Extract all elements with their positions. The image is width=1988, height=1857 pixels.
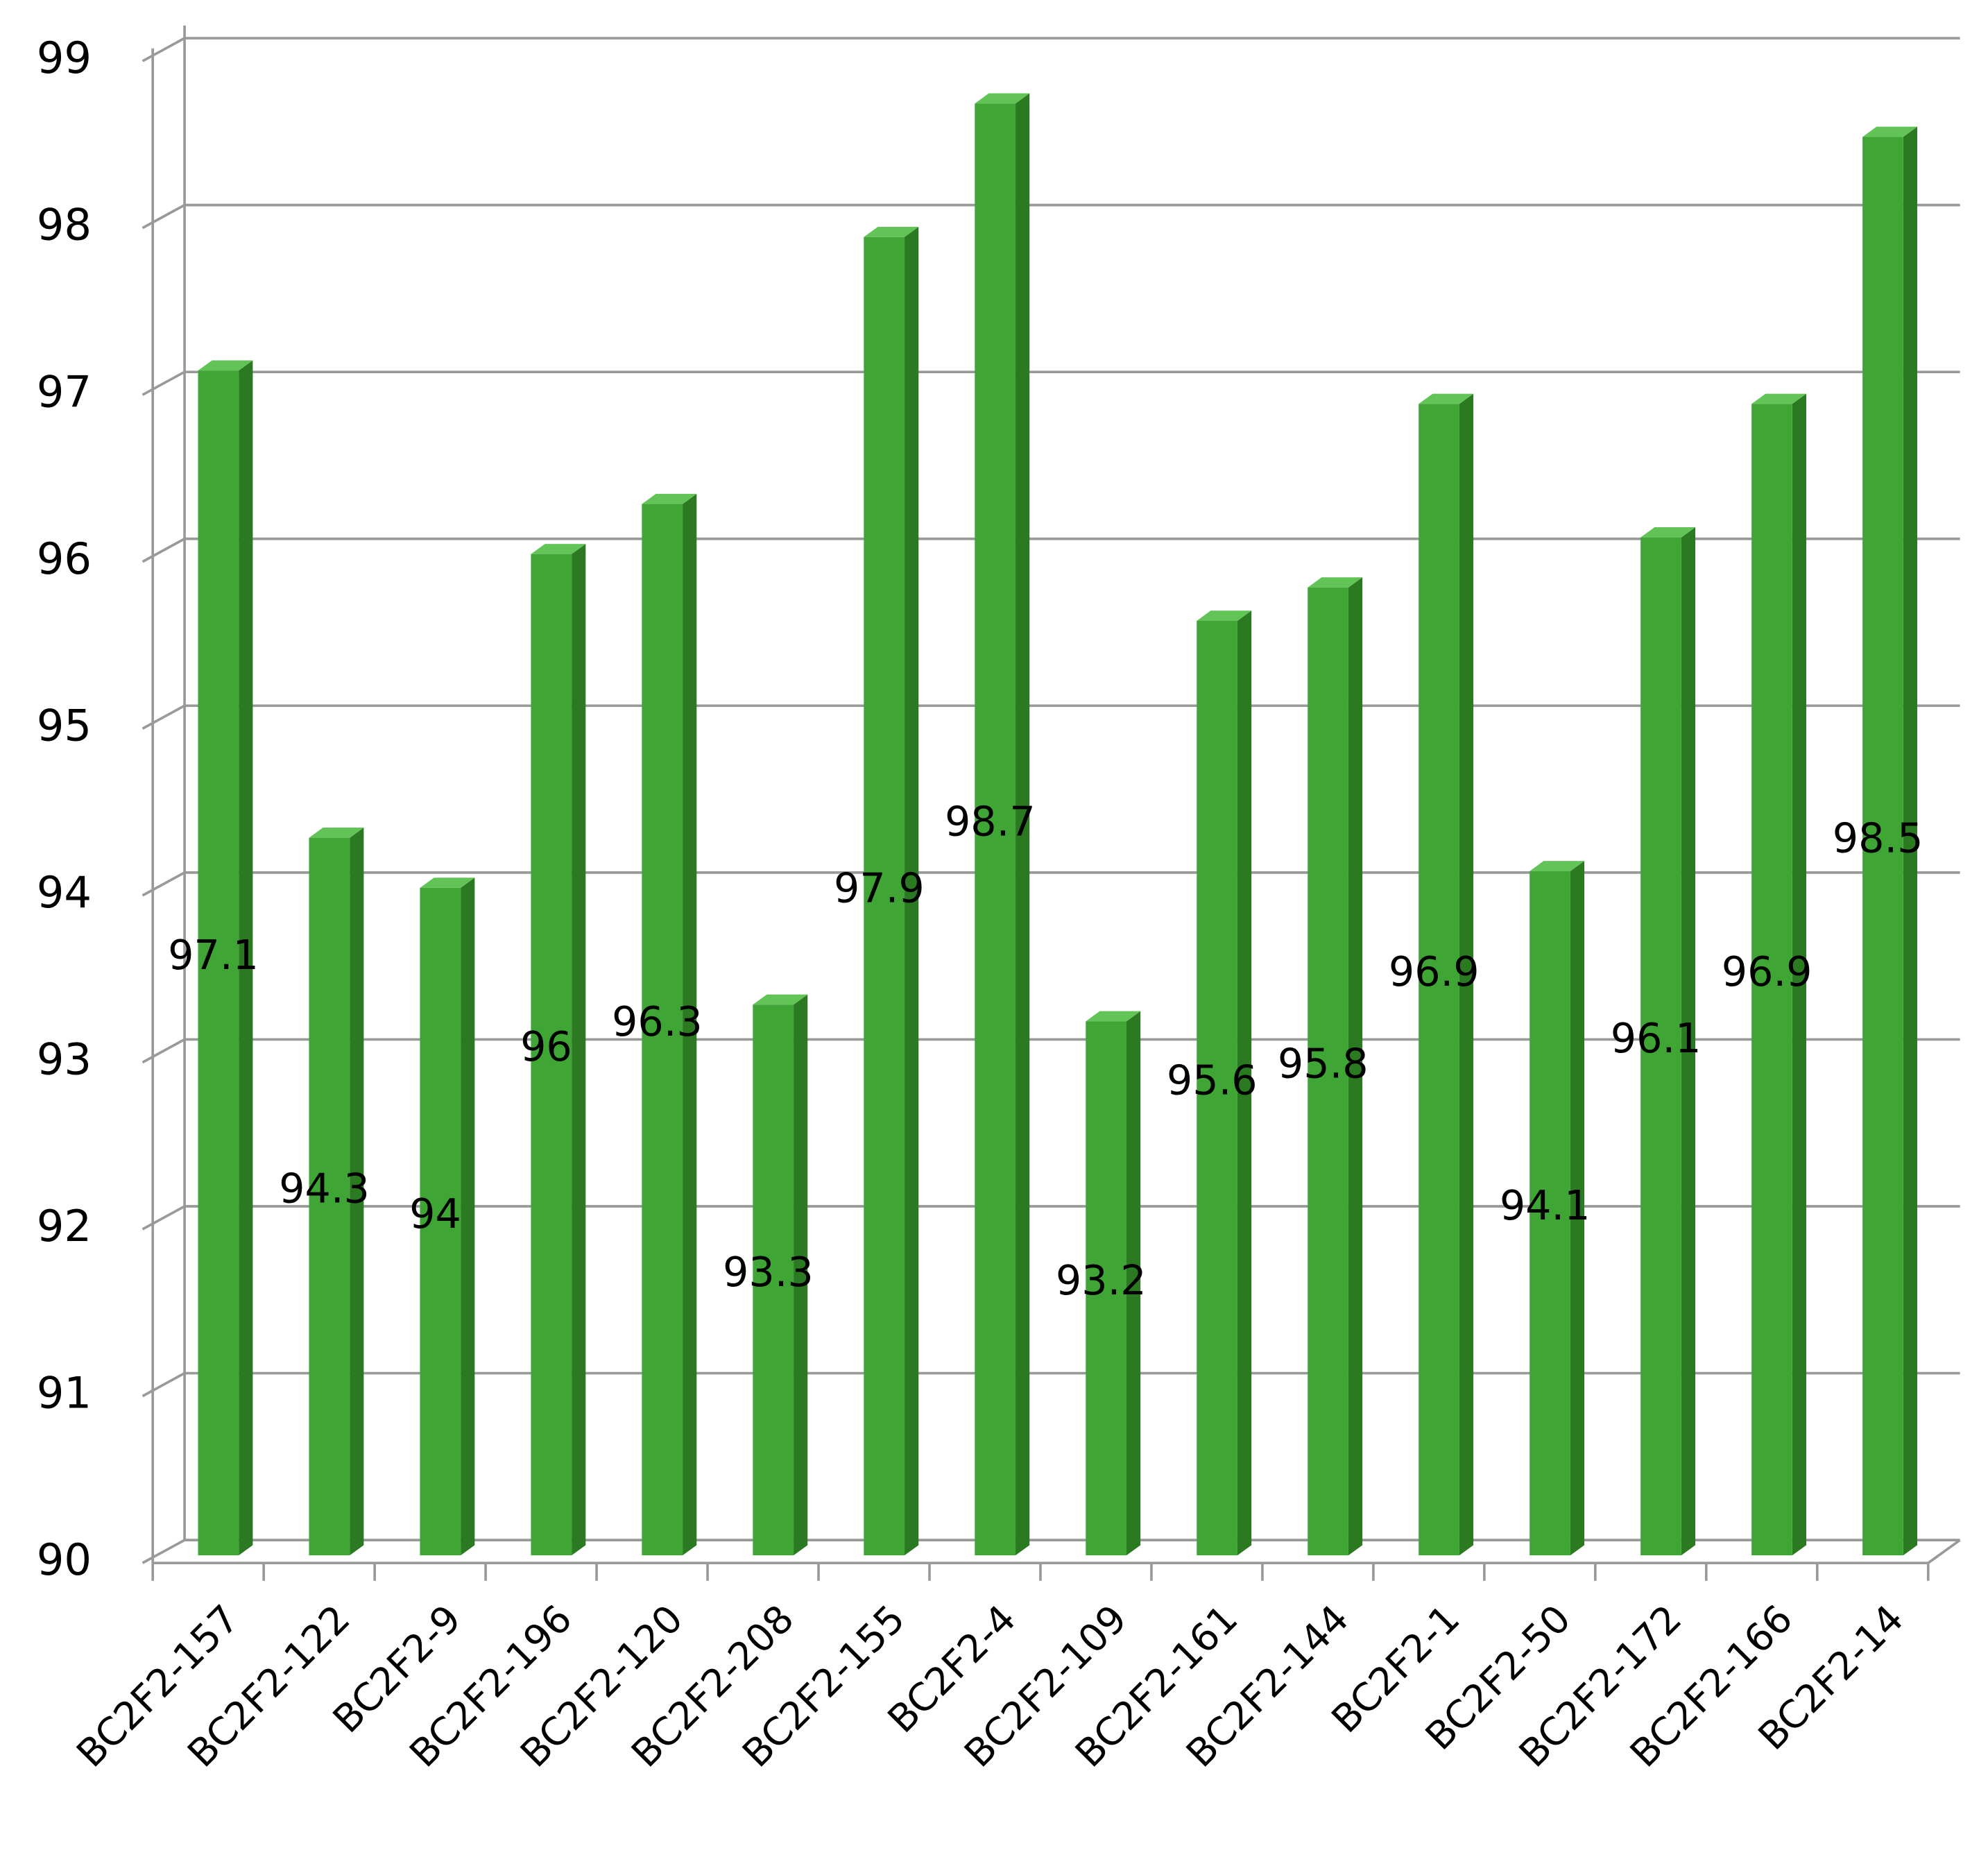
bar	[1086, 1021, 1126, 1556]
bar-side	[1681, 527, 1696, 1556]
value-label: 93.2	[1056, 1257, 1147, 1304]
bar	[420, 887, 461, 1556]
bar-top	[1751, 393, 1807, 404]
y-tick	[142, 203, 185, 230]
bar-top	[1419, 393, 1474, 404]
bar-top	[1640, 527, 1696, 538]
value-label: 94.3	[279, 1165, 370, 1213]
y-tick-label: 90	[37, 1534, 92, 1585]
bar-top	[309, 828, 364, 838]
y-tick	[142, 1205, 185, 1231]
y-tick	[142, 1038, 185, 1064]
value-label: 95.8	[1278, 1040, 1369, 1087]
bar-side	[683, 493, 697, 1556]
value-label: 97.1	[168, 932, 259, 979]
bar-top	[1308, 577, 1363, 588]
bar-top	[531, 544, 586, 554]
bar-top	[975, 93, 1030, 104]
bar-side	[905, 227, 919, 1556]
bar	[975, 103, 1016, 1556]
bar-top	[1086, 1011, 1141, 1022]
bar	[1308, 587, 1348, 1556]
bar-top	[1862, 126, 1917, 137]
floor-edge	[1927, 1539, 1961, 1564]
bar-top	[753, 994, 808, 1005]
value-label: 94.1	[1500, 1182, 1591, 1229]
y-tick-label: 94	[37, 867, 92, 918]
bar	[1862, 137, 1903, 1556]
bar-top	[864, 227, 919, 237]
y-tick	[142, 37, 185, 62]
y-tick-label: 97	[37, 366, 92, 417]
y-tick-label: 98	[37, 200, 92, 250]
bar	[198, 370, 239, 1556]
bar-side	[794, 994, 808, 1556]
y-tick	[142, 370, 185, 396]
y-tick-label: 92	[37, 1201, 92, 1251]
value-label: 95.6	[1167, 1056, 1258, 1104]
value-label: 96	[520, 1023, 572, 1070]
value-label: 96.9	[1722, 948, 1813, 995]
bar-side	[239, 360, 253, 1556]
bar-side	[1016, 93, 1030, 1556]
value-label: 93.3	[723, 1249, 814, 1296]
bar	[1197, 620, 1237, 1556]
y-tick-label: 96	[37, 533, 92, 584]
bar-side	[1792, 393, 1807, 1556]
bar-side	[1570, 861, 1585, 1556]
bar	[864, 237, 905, 1556]
y-tick-label: 99	[37, 33, 92, 83]
bar	[1751, 404, 1792, 1556]
bar-side	[1903, 126, 1917, 1556]
bar	[753, 1004, 794, 1556]
bar-side	[1237, 610, 1252, 1556]
y-tick	[142, 1539, 185, 1564]
value-label: 98.5	[1833, 815, 1923, 862]
bar-side	[350, 828, 364, 1556]
y-tick	[142, 704, 185, 730]
bar-side	[1459, 393, 1474, 1556]
value-label: 96.1	[1611, 1015, 1702, 1062]
value-label: 96.3	[612, 998, 703, 1045]
bar	[309, 837, 350, 1556]
value-label: 98.7	[945, 798, 1036, 845]
y-tick-label: 91	[37, 1368, 92, 1419]
bar-side	[461, 878, 475, 1556]
y-tick	[142, 871, 185, 897]
bar-top	[420, 878, 475, 888]
value-label: 94	[409, 1190, 461, 1238]
bar-top	[1197, 610, 1252, 621]
bar	[642, 504, 683, 1556]
bar	[1529, 871, 1570, 1556]
y-tick	[142, 538, 185, 563]
value-label: 97.9	[834, 865, 925, 912]
bar	[1419, 404, 1459, 1556]
y-tick-label: 95	[37, 700, 92, 751]
bar-top	[198, 360, 253, 371]
bar	[1640, 537, 1681, 1556]
bar-side	[572, 544, 586, 1556]
bar-side	[1348, 577, 1363, 1556]
bar	[531, 554, 572, 1556]
y-tick	[142, 1371, 185, 1398]
y-tick-label: 93	[37, 1034, 92, 1085]
bar-side	[1126, 1011, 1141, 1556]
value-label: 96.9	[1389, 948, 1480, 995]
bar-top	[642, 493, 697, 504]
bar-top	[1529, 861, 1585, 871]
